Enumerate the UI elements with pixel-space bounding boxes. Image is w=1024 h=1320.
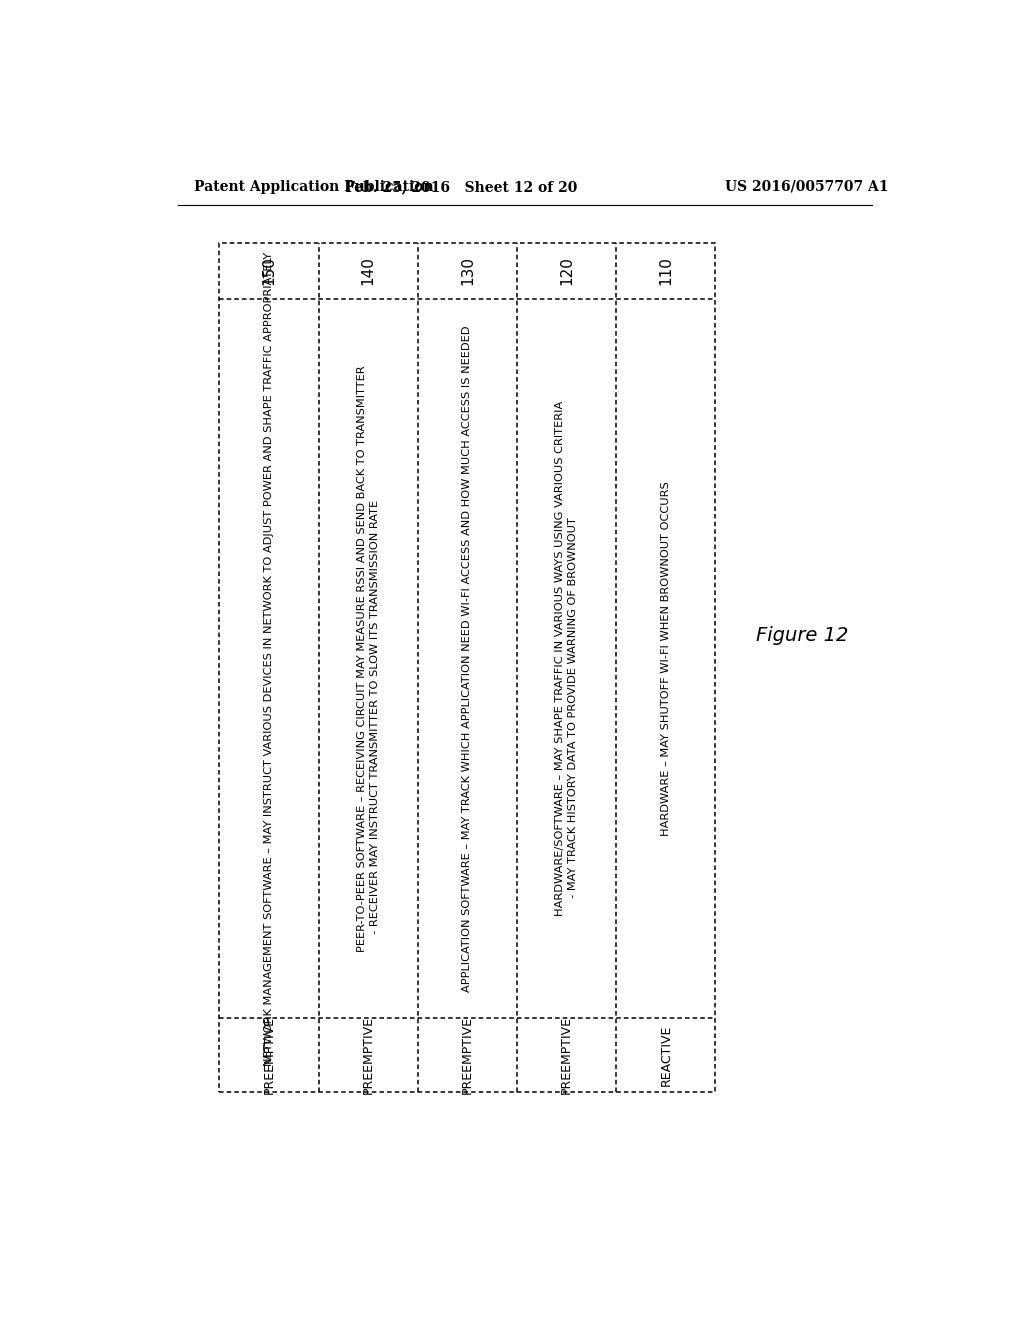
Text: REACTIVE: REACTIVE [659,1024,673,1086]
Text: APPLICATION SOFTWARE – MAY TRACK WHICH APPLICATION NEED WI-FI ACCESS AND HOW MUC: APPLICATION SOFTWARE – MAY TRACK WHICH A… [463,325,472,991]
Text: PREEMPTIVE: PREEMPTIVE [361,1016,375,1094]
Bar [219,243,716,1092]
Text: PREEMPTIVE: PREEMPTIVE [262,1016,275,1094]
Text: 140: 140 [360,256,376,285]
Text: 130: 130 [460,256,475,285]
Text: Figure 12: Figure 12 [756,626,849,645]
Text: PREEMPTIVE: PREEMPTIVE [461,1016,474,1094]
Text: Feb. 25, 2016   Sheet 12 of 20: Feb. 25, 2016 Sheet 12 of 20 [345,180,578,194]
Text: PEER-TO-PEER SOFTWARE – RECEIVING CIRCUIT MAY MEASURE RSSI AND SEND BACK TO TRAN: PEER-TO-PEER SOFTWARE – RECEIVING CIRCUI… [356,366,380,952]
Text: 120: 120 [559,256,574,285]
Text: PREEMPTIVE: PREEMPTIVE [560,1016,573,1094]
Text: 110: 110 [658,256,674,285]
Text: HARDWARE/SOFTWARE – MAY SHAPE TRAFFIC IN VARIOUS WAYS USING VARIOUS CRITERIA
   : HARDWARE/SOFTWARE – MAY SHAPE TRAFFIC IN… [555,401,579,916]
Text: US 2016/0057707 A1: US 2016/0057707 A1 [725,180,888,194]
Text: NETWORK MANAGEMENT SOFTWARE – MAY INSTRUCT VARIOUS DEVICES IN NETWORK TO ADJUST : NETWORK MANAGEMENT SOFTWARE – MAY INSTRU… [264,251,274,1065]
Text: Patent Application Publication: Patent Application Publication [194,180,433,194]
Text: HARDWARE – MAY SHUTOFF WI-FI WHEN BROWNOUT OCCURS: HARDWARE – MAY SHUTOFF WI-FI WHEN BROWNO… [660,482,671,836]
Text: 150: 150 [261,256,276,285]
